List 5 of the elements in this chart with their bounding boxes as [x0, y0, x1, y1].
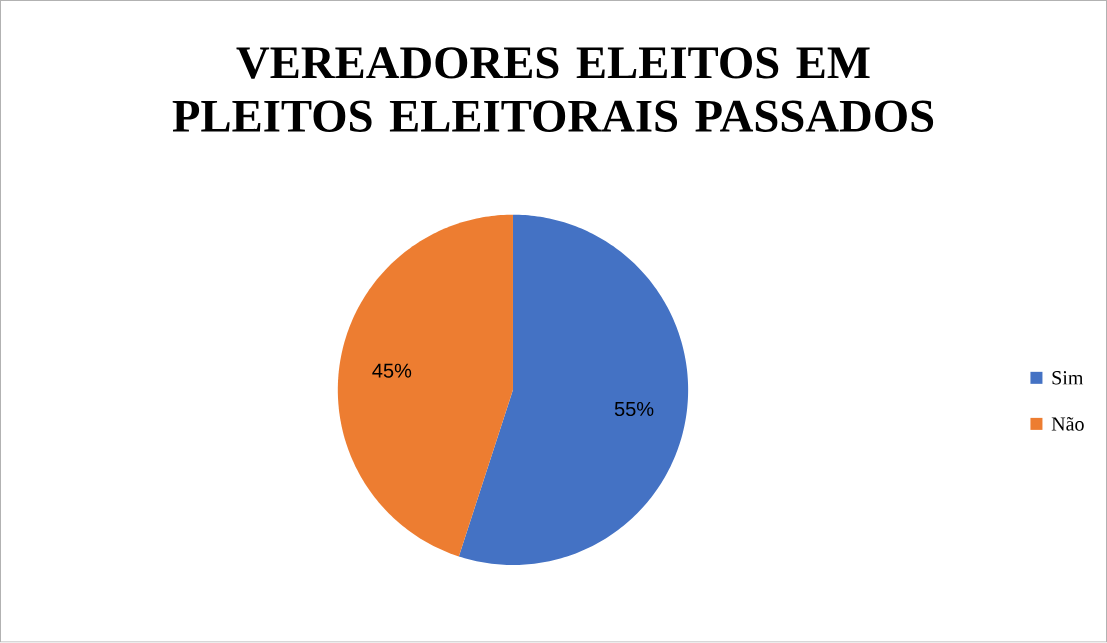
chart-title: VEREADORES ELEITOS EM PLEITOS ELEITORAIS PASSADOS [172, 47, 934, 133]
legend-label: Sim [1052, 371, 1084, 385]
data-label: 55% [614, 402, 654, 417]
data-label: 45% [372, 363, 412, 378]
legend-label: Não [1051, 417, 1084, 431]
